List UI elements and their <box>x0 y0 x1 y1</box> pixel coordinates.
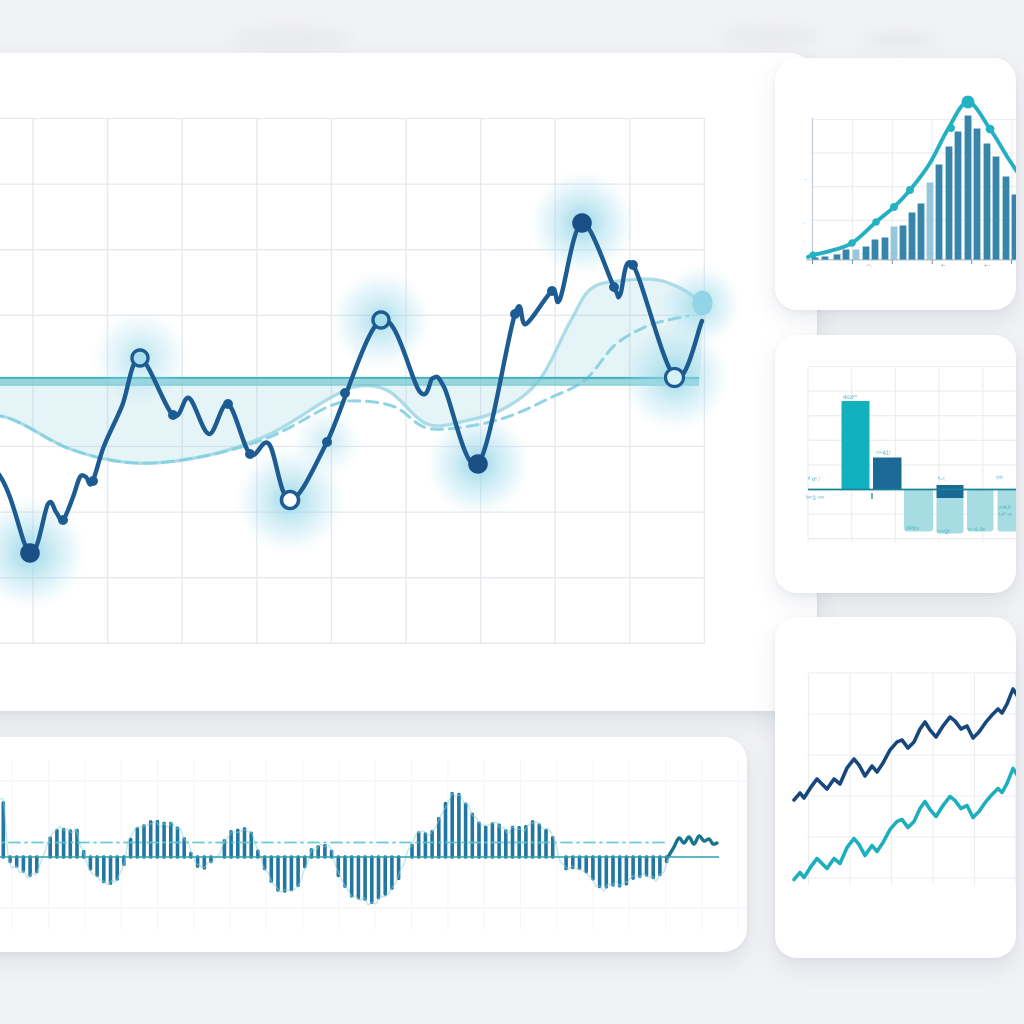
svg-text:ʳᵖᵗᶜ: ʳᵖᵗᶜ <box>996 475 1003 482</box>
svg-text:ᴸᵗᵒᵒ2ᶜ: ᴸᵗᵒᵒ2ᶜ <box>937 529 950 536</box>
svg-text:ʰ-ᵒ.: ʰ-ᵒ. <box>938 476 947 483</box>
svg-text:-~.: -~. <box>866 263 872 269</box>
svg-text:4o3ᶜᵛ: 4o3ᶜᵛ <box>843 395 857 401</box>
svg-text:-: - <box>805 177 807 183</box>
svg-text:ᵈ oᶜ.ʳ: ᵈ oᶜ.ʳ <box>808 476 821 483</box>
svg-text:ᴸᵏᴾ\ᴱᵒ: ᴸᵏᴾ\ᴱᵒ <box>906 526 920 533</box>
svg-text:ᶜᵒᵒ41ʳ: ᶜᵒᵒ41ʳ <box>876 450 891 457</box>
svg-text:ᵏᵒᶜ3 ᵒᵒᵒ: ᵏᵒᶜ3 ᵒᵒᵒ <box>806 495 825 502</box>
svg-text:ᵒᵒᵜᴸᴰ: ᵒᵒᵜᴸᴰ <box>999 505 1011 512</box>
svg-text:.: . <box>804 220 805 226</box>
svg-text:ᶜᵒ ᵒᴸ ᴰᵒ: ᶜᵒ ᵒᴸ ᴰᵒ <box>968 527 986 534</box>
svg-text:+-: +- <box>941 263 946 269</box>
svg-text:ᴸᵒᴾ ᵒᵒ: ᴸᵒᴾ ᵒᵒ <box>999 512 1013 519</box>
svg-text:+--: +-- <box>984 263 991 269</box>
svg-text:.: . <box>804 238 805 244</box>
